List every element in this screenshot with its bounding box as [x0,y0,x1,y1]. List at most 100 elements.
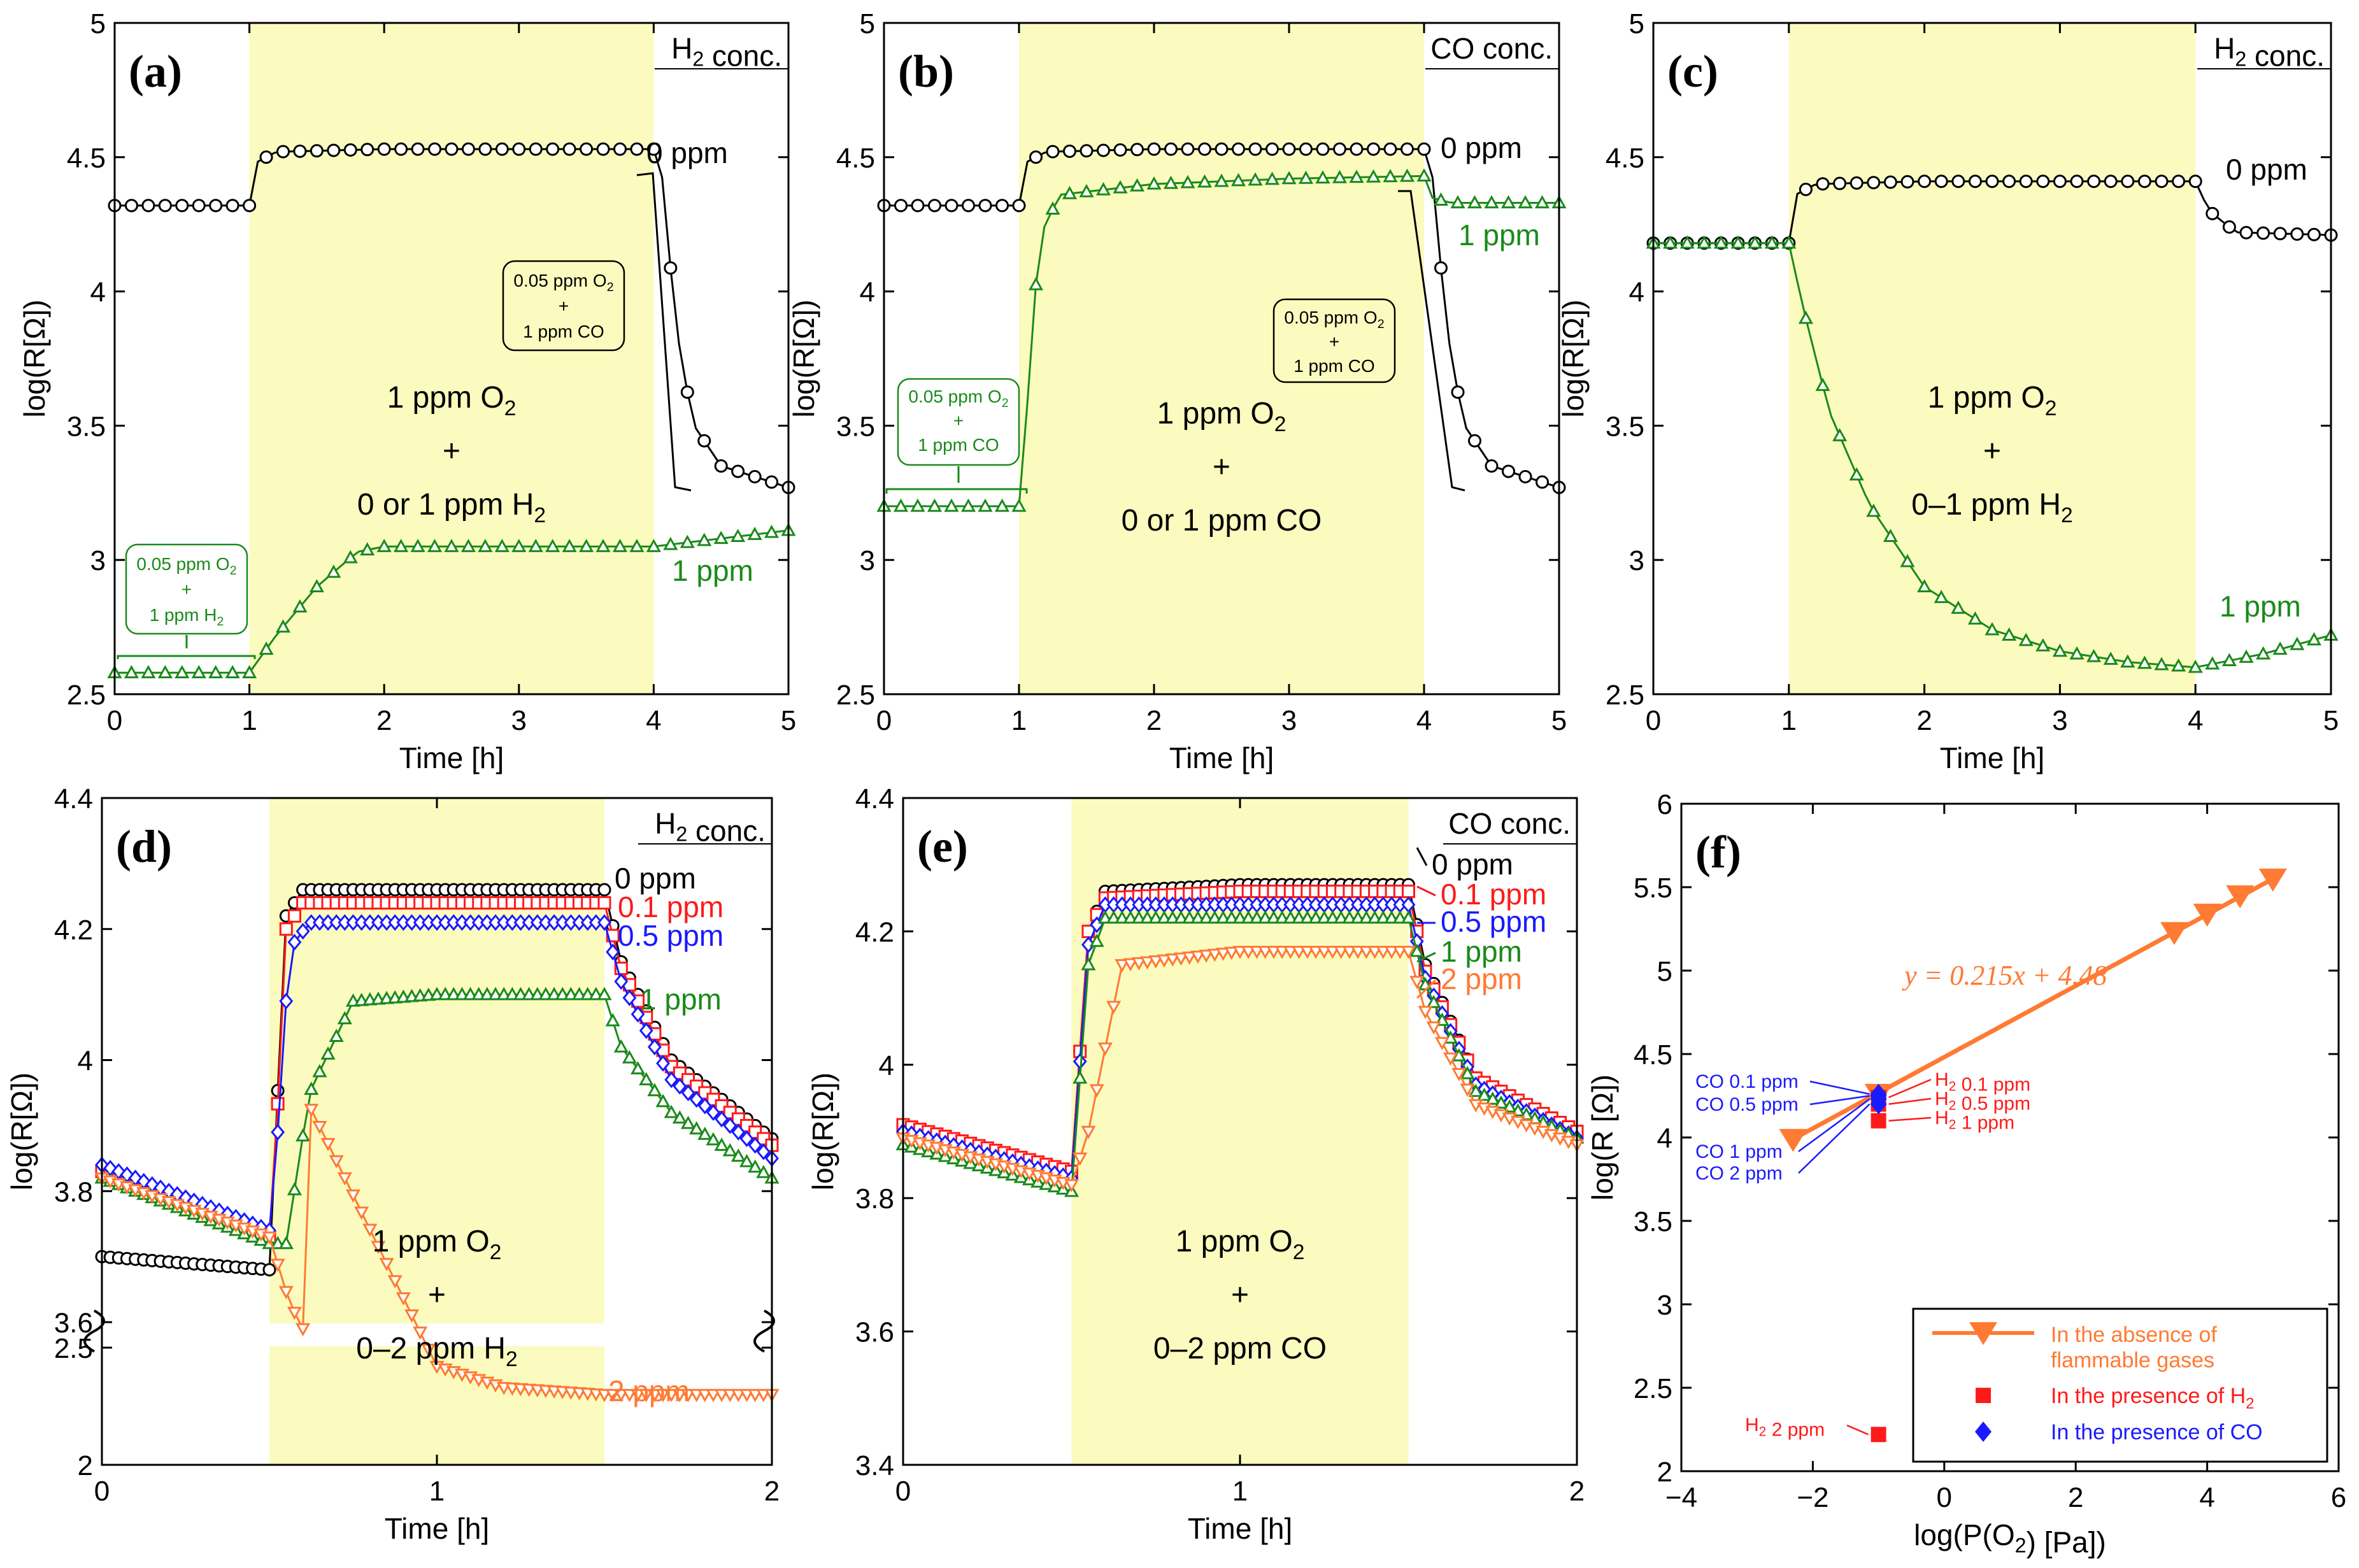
co-point-label: CO 0.1 ppm [1695,1071,1799,1092]
series-0-point [1867,176,1881,190]
series-1-point [1028,276,1044,290]
series-0-point [360,143,374,157]
series-3-point [463,987,478,1001]
series-0-point [1215,142,1229,156]
series-1-point [1315,170,1330,184]
series-4-point [1216,948,1231,961]
series-2-point [287,934,302,951]
series-1-point [597,896,611,910]
series-1-point [978,498,993,512]
co-label-arrow [1809,1095,1870,1106]
series-0-point [2273,227,2287,241]
y-axis-label: log(R[Ω]) [806,1073,839,1190]
series-3-point [756,1165,771,1178]
series-0-point [1113,143,1127,157]
series-2-point [647,1038,662,1056]
series-1-point [994,498,1010,512]
series-3-point [1367,910,1383,924]
series-1-point [157,665,173,678]
series-1-point [545,539,560,552]
x-tick-label: 4 [2199,1482,2214,1513]
series-0-point [529,142,543,156]
series-0-point [2036,175,2050,189]
x-tick-label: −2 [1797,1482,1828,1513]
series-1-point [1399,168,1415,182]
series-4-point [1400,946,1416,959]
h2-label-arrow [1846,1424,1869,1436]
series-4-point [748,1388,763,1402]
series-1-point [1934,590,1949,603]
axis-break-gap [101,1323,773,1346]
series-2-point [681,1084,695,1102]
y-tick-label: 4.2 [54,915,93,946]
series-3-point [672,1110,687,1124]
x-tick-label: 2 [1569,1476,1585,1507]
x-tick-label: 0 [1937,1482,1952,1513]
series-4-point [1325,946,1341,959]
x-axis-label: Time [h] [399,741,504,774]
curve-label-2: 0.5 ppm [1441,905,1546,938]
series-3-point [1073,1070,1088,1084]
series-3-point [1460,1066,1475,1080]
series-4-point [1283,946,1298,959]
x-axis-label: Time [h] [1169,741,1274,774]
x-tick-label: 2 [1916,705,1932,736]
series-0-point [995,199,1009,213]
y-tick-label: 4 [860,277,875,308]
series-4-point [613,1388,629,1402]
series-4-point [697,1388,713,1402]
legend-label-absence: In the absence of [2051,1323,2217,1347]
series-0-point [2087,175,2101,189]
series-0-point [1985,175,1999,189]
series-1-point [271,1097,285,1111]
series-0-point [158,199,172,213]
series-4-point [1165,953,1180,967]
annotation-text-0: 1 ppm CO [523,322,604,341]
series-0-point [1265,142,1279,156]
series-1-point [1832,428,1848,441]
series-2-point [689,1091,704,1108]
series-1-point [1180,175,1195,189]
series-3-point [337,1011,352,1025]
series-2-point [731,1123,746,1141]
series-0-point [1417,142,1431,156]
series-3-point [1266,910,1281,924]
series-0-point [1248,142,1262,156]
series-0-point [276,145,290,159]
series-0-point [1164,142,1178,156]
panel-label: (b) [898,46,954,97]
series-1-point [960,498,976,512]
series-3-point [1292,910,1307,924]
series-4-point [262,1231,277,1245]
series-0-point [680,385,694,399]
series-3-point [1224,910,1239,924]
series-3-point [1358,910,1374,924]
series-1-point [1230,173,1246,187]
h2-point [1871,1427,1886,1443]
series-1-point [1951,600,1966,614]
series-3-point [605,1013,620,1027]
series-1-point [579,539,594,552]
series-0-point [1316,142,1330,156]
series-1-point [2103,652,2118,665]
series-1-point [1900,553,1915,567]
series-4-point [396,1292,411,1306]
series-1-point [1113,180,1128,194]
series-4-point [345,1189,361,1203]
series-3-point [438,987,453,1001]
series-4-point [270,1258,285,1272]
x-tick-label: 6 [2331,1482,2346,1513]
series-1-point [343,550,358,564]
curve-label-0: 0 ppm [2226,153,2307,186]
curve-label-3: 1 ppm [1441,935,1522,968]
series-1-point [1146,176,1162,190]
series-4-point [622,1388,637,1402]
series-3-point [555,987,570,1001]
co-label-arrow [1798,1103,1871,1174]
co-label-arrow [1809,1080,1870,1095]
annotation-text-0: + [559,296,569,316]
series-1-point [1062,185,1078,199]
series-4-point [413,1326,428,1340]
y-tick-label: 4.4 [54,783,93,815]
series-1-point [1349,169,1364,183]
